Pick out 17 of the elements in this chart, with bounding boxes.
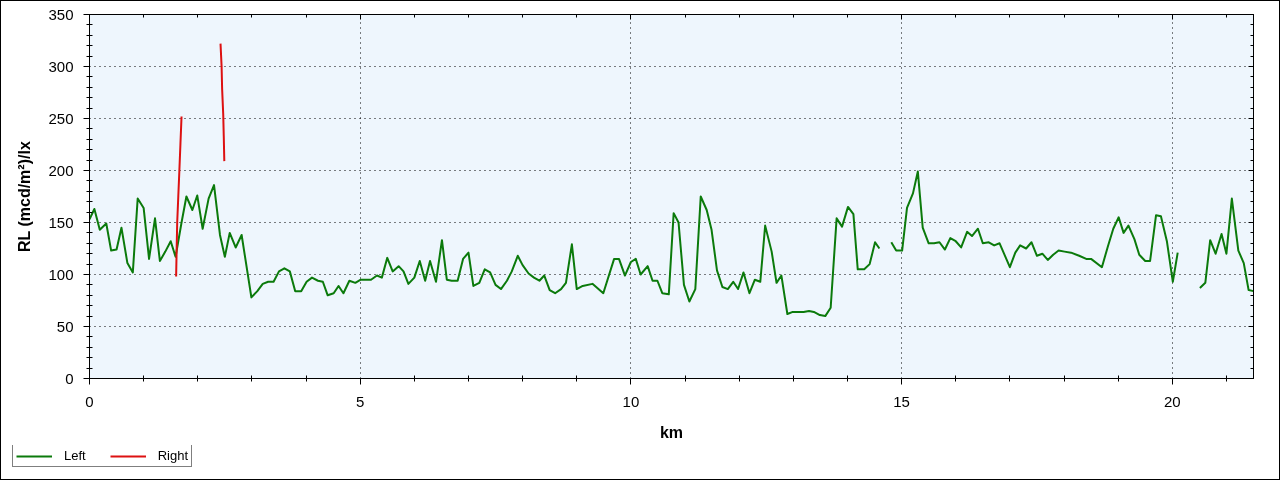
y-tick-label: 250: [48, 109, 74, 127]
x-tick-label: 10: [622, 392, 640, 410]
legend-label: Left: [64, 448, 86, 463]
y-tick-label: 300: [48, 57, 74, 75]
legend-label: Right: [157, 448, 189, 463]
y-tick-label: 350: [48, 5, 74, 23]
y-axis-title: RL (mcd/m²)/lx: [16, 141, 34, 253]
y-tick-label: 150: [48, 213, 74, 231]
x-tick-label: 0: [85, 392, 94, 410]
y-tick-label: 0: [65, 369, 74, 387]
y-tick-label: 200: [48, 161, 74, 179]
y-tick-label: 50: [56, 317, 74, 335]
y-tick-label: 100: [48, 265, 74, 283]
x-axis-title: km: [659, 423, 684, 441]
x-tick-label: 5: [356, 392, 365, 410]
x-tick-label: 15: [893, 392, 910, 410]
x-tick-label: 20: [1163, 392, 1181, 410]
